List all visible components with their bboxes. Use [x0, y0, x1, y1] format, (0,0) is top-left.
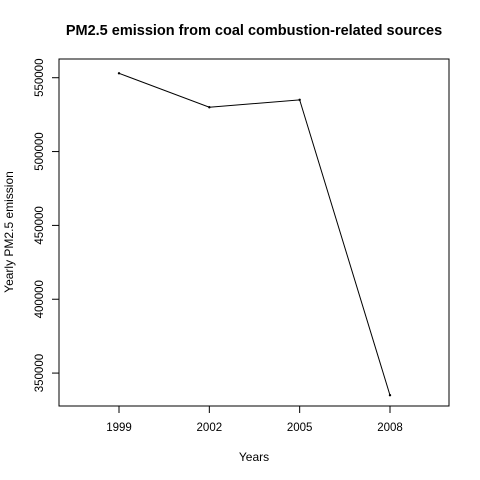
y-tick-label: 450000 [34, 206, 46, 244]
y-tick-label: 400000 [34, 280, 46, 318]
y-axis-label: Yearly PM2.5 emission [2, 171, 16, 293]
data-point [388, 394, 392, 397]
series-line [117, 72, 392, 397]
x-tick-label: 1999 [106, 422, 132, 434]
y-tick-label: 350000 [34, 354, 46, 392]
data-point [298, 98, 301, 102]
x-tick-label: 2008 [377, 422, 403, 434]
x-axis-label: Years [239, 450, 269, 464]
x-tick-label: 2005 [287, 422, 313, 434]
series-polyline [118, 72, 391, 396]
x-axis: 1999 2002 2005 2008 [106, 405, 403, 434]
y-axis: 350000 400000 450000 500000 550000 [34, 59, 60, 392]
data-point [208, 106, 211, 109]
x-tick-label: 2002 [197, 422, 223, 434]
data-point [117, 72, 121, 75]
chart-title: PM2.5 emission from coal combustion-rela… [66, 23, 442, 39]
y-tick-label: 500000 [34, 132, 46, 170]
y-tick-label: 550000 [34, 59, 46, 97]
